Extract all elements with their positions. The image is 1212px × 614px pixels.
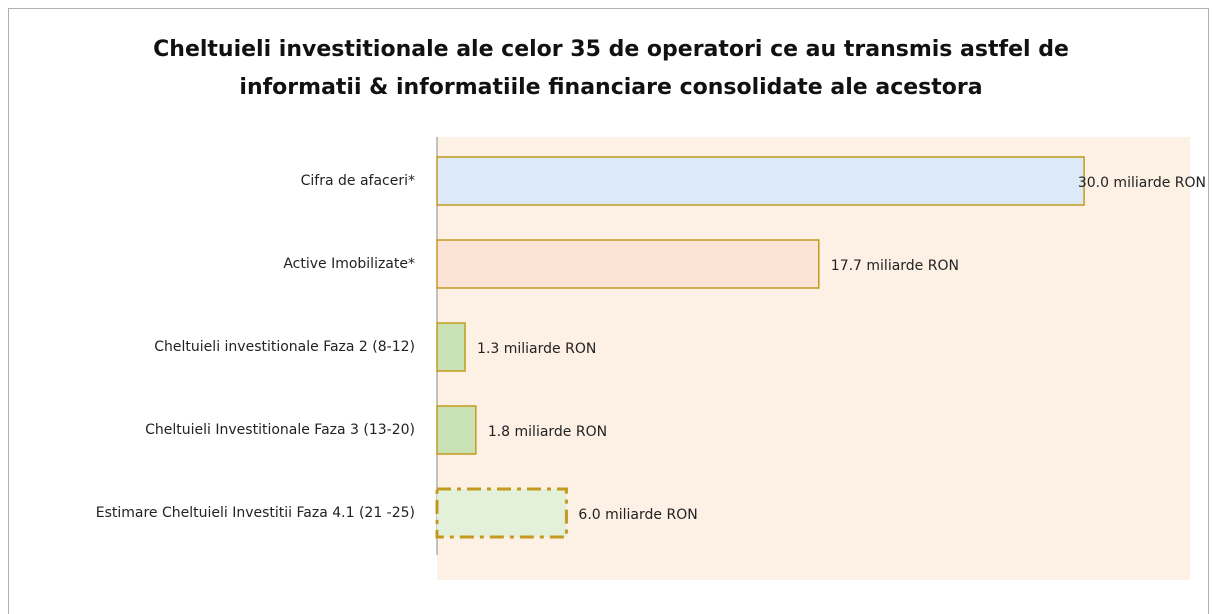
chart-title: informatii & informatiile financiare con… (239, 75, 982, 100)
value-label: 30.0 miliarde RON (1078, 175, 1206, 191)
value-label: 1.3 miliarde RON (477, 341, 596, 357)
category-label: Cheltuieli Investitionale Faza 3 (13-20) (145, 422, 415, 438)
bar (436, 239, 820, 289)
value-label: 6.0 miliarde RON (578, 507, 697, 523)
value-label: 17.7 miliarde RON (831, 258, 959, 274)
value-label: 1.8 miliarde RON (488, 424, 607, 440)
bar (436, 322, 466, 372)
category-label: Estimare Cheltuieli Investitii Faza 4.1 … (96, 505, 415, 521)
bar (436, 156, 1085, 206)
chart-title: Cheltuieli investitionale ale celor 35 d… (153, 37, 1069, 62)
bar (435, 487, 568, 539)
category-label: Active Imobilizate* (283, 256, 415, 272)
category-label: Cifra de afaceri* (301, 173, 415, 189)
bar (436, 405, 477, 455)
category-label: Cheltuieli investitionale Faza 2 (8-12) (154, 339, 415, 355)
